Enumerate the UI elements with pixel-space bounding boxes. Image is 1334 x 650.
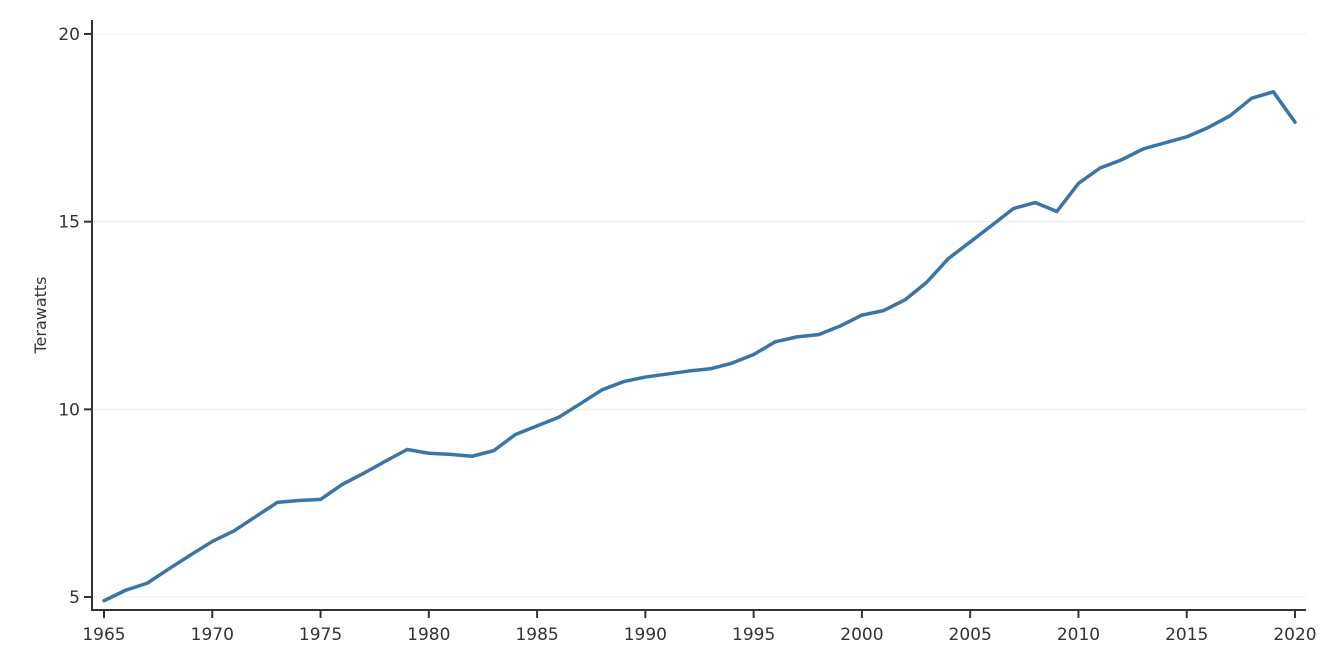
x-tick-label: 1995: [732, 625, 775, 645]
y-tick-label: 15: [58, 213, 80, 233]
series-line-0: [102, 90, 1297, 603]
y-tick-label: 5: [69, 588, 80, 608]
y-tick-label: 20: [58, 25, 80, 45]
y-axis-title: Terawatts: [31, 276, 50, 354]
x-tick-label: 1970: [191, 625, 234, 645]
x-tick-label: 2010: [1057, 625, 1100, 645]
tick-labels: 5 10 15 20 1965 1970 1975 1980 1985 1990 1995 2000 2…: [31, 25, 1317, 645]
x-tick-label: 2020: [1273, 625, 1316, 645]
x-tick-label: 1990: [624, 625, 667, 645]
y-tick-label: 10: [58, 400, 80, 420]
x-tick-label: 2015: [1165, 625, 1208, 645]
series-layer: [102, 90, 1297, 603]
x-tick-label: 1980: [407, 625, 450, 645]
x-tick-label: 2005: [949, 625, 992, 645]
axes: [84, 20, 1306, 618]
x-tick-label: 1965: [82, 625, 125, 645]
x-tick-label: 2000: [840, 625, 883, 645]
gridlines: [92, 33, 1306, 598]
x-tick-label: 1985: [515, 625, 558, 645]
x-tick-label: 1975: [299, 625, 342, 645]
